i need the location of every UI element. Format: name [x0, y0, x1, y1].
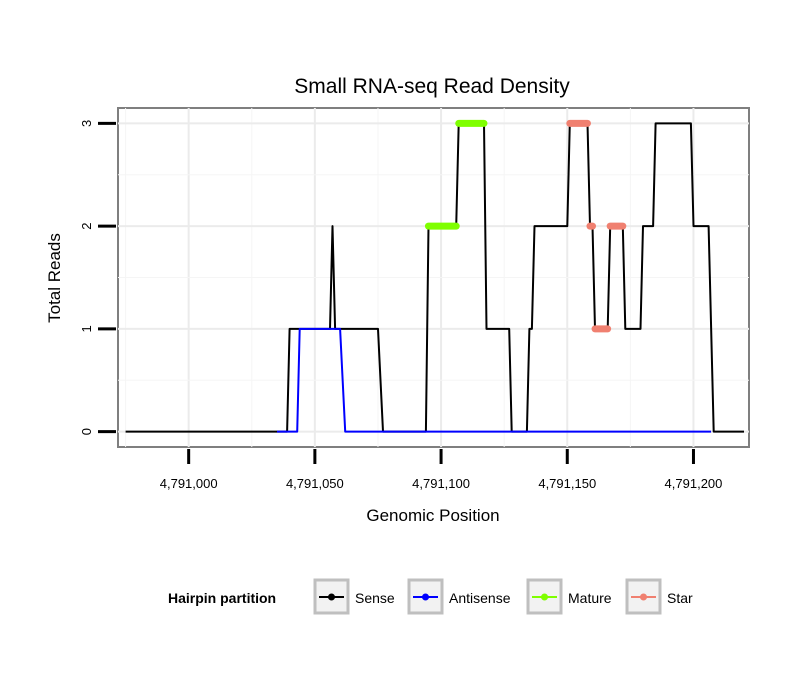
legend-dot-star: [640, 593, 647, 601]
legend-dot-mature: [541, 593, 548, 601]
series-antisense-line: [277, 327, 712, 433]
series-sense-line: [125, 122, 744, 433]
legend: Sense Antisense Mature Star: [313, 578, 693, 615]
x-tick-label: 4,791,150: [538, 476, 596, 491]
series-layer: [125, 119, 744, 433]
x-tick-label: 4,791,200: [665, 476, 723, 491]
x-axis-ticks: 4,791,000 4,791,050 4,791,100 4,791,150 4,79…: [160, 449, 723, 491]
legend-dot-sense: [328, 593, 335, 601]
chart-title: Small RNA-seq Read Density: [294, 75, 570, 98]
legend-label-antisense: Antisense: [449, 590, 511, 606]
grid-lines: [118, 108, 749, 447]
x-tick-label: 4,791,100: [412, 476, 470, 491]
legend-label-star: Star: [667, 590, 693, 606]
y-tick-label: 1: [79, 325, 94, 332]
y-tick-label: 3: [79, 120, 94, 127]
y-axis-ticks: 0 1 2 3: [79, 120, 116, 435]
legend-label-sense: Sense: [355, 590, 395, 606]
y-tick-label: 2: [79, 223, 94, 230]
legend-dot-antisense: [422, 593, 429, 601]
y-axis-title: Total Reads: [45, 233, 64, 323]
y-tick-label: 0: [79, 428, 94, 435]
legend-title: Hairpin partition: [168, 590, 276, 606]
x-tick-label: 4,791,050: [286, 476, 344, 491]
x-tick-label: 4,791,000: [160, 476, 218, 491]
x-axis-title: Genomic Position: [366, 506, 499, 525]
legend-label-mature: Mature: [568, 590, 612, 606]
